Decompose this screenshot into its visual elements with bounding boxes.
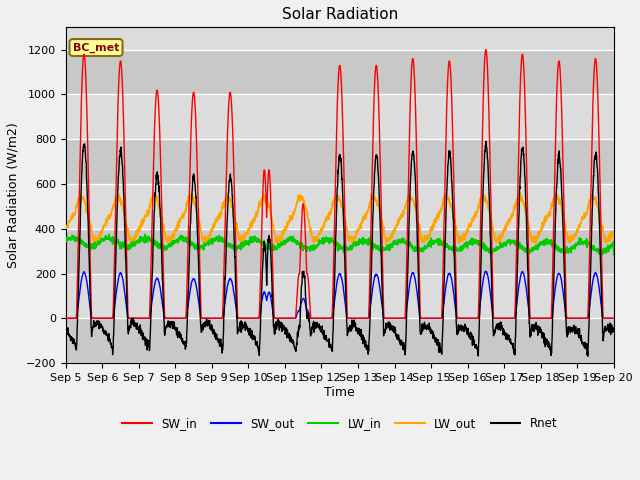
LW_out bbox=[516, 190, 524, 196]
SW_out bbox=[502, 315, 510, 321]
Bar bbox=[66, 139, 614, 184]
Bar bbox=[66, 318, 614, 363]
SW_in bbox=[62, 315, 70, 321]
Bar bbox=[66, 229, 614, 274]
LW_out bbox=[502, 221, 510, 227]
LW_in bbox=[403, 241, 410, 247]
Rnet bbox=[610, 325, 618, 331]
X-axis label: Time: Time bbox=[324, 385, 355, 398]
LW_in bbox=[164, 244, 172, 250]
LW_in bbox=[141, 231, 148, 237]
LW_out bbox=[610, 241, 618, 247]
LW_in bbox=[346, 246, 353, 252]
Line: SW_in: SW_in bbox=[66, 49, 614, 318]
SW_out bbox=[586, 300, 594, 306]
Line: LW_out: LW_out bbox=[66, 193, 614, 244]
Line: SW_out: SW_out bbox=[66, 271, 614, 318]
Line: LW_in: LW_in bbox=[66, 234, 614, 254]
Rnet bbox=[584, 353, 592, 359]
Legend: SW_in, SW_out, LW_in, LW_out, Rnet: SW_in, SW_out, LW_in, LW_out, Rnet bbox=[118, 413, 562, 435]
Rnet bbox=[211, 330, 219, 336]
Rnet bbox=[402, 336, 410, 341]
LW_out bbox=[346, 234, 353, 240]
Title: Solar Radiation: Solar Radiation bbox=[282, 7, 398, 22]
SW_out bbox=[482, 268, 490, 274]
SW_in bbox=[164, 315, 172, 321]
Text: BC_met: BC_met bbox=[73, 42, 119, 53]
LW_out bbox=[403, 201, 410, 207]
Rnet bbox=[62, 327, 70, 333]
Rnet bbox=[502, 334, 510, 339]
LW_in bbox=[503, 240, 511, 246]
Bar bbox=[66, 184, 614, 229]
SW_out bbox=[211, 315, 219, 321]
Rnet bbox=[483, 139, 490, 144]
SW_in bbox=[586, 233, 594, 239]
SW_in bbox=[402, 290, 410, 296]
LW_out bbox=[275, 241, 282, 247]
SW_out bbox=[62, 315, 70, 321]
LW_in bbox=[488, 252, 496, 257]
Rnet bbox=[164, 322, 172, 327]
LW_in bbox=[62, 237, 70, 242]
Y-axis label: Solar Radiation (W/m2): Solar Radiation (W/m2) bbox=[7, 122, 20, 268]
LW_in bbox=[212, 237, 220, 243]
SW_out bbox=[610, 315, 618, 321]
Rnet bbox=[586, 280, 594, 286]
Bar bbox=[66, 274, 614, 318]
LW_in bbox=[610, 252, 618, 257]
SW_out bbox=[345, 315, 353, 321]
Bar bbox=[66, 49, 614, 95]
Bar bbox=[66, 95, 614, 139]
LW_out bbox=[62, 225, 70, 230]
LW_in bbox=[586, 241, 594, 247]
SW_in bbox=[610, 315, 618, 321]
LW_out bbox=[211, 221, 219, 227]
SW_out bbox=[402, 311, 410, 317]
SW_in bbox=[211, 315, 219, 321]
SW_in bbox=[502, 315, 510, 321]
SW_out bbox=[164, 315, 172, 321]
SW_in bbox=[345, 315, 353, 321]
LW_out bbox=[586, 199, 594, 204]
Rnet bbox=[345, 324, 353, 330]
LW_out bbox=[164, 239, 172, 244]
SW_in bbox=[482, 47, 490, 52]
Line: Rnet: Rnet bbox=[66, 142, 614, 356]
